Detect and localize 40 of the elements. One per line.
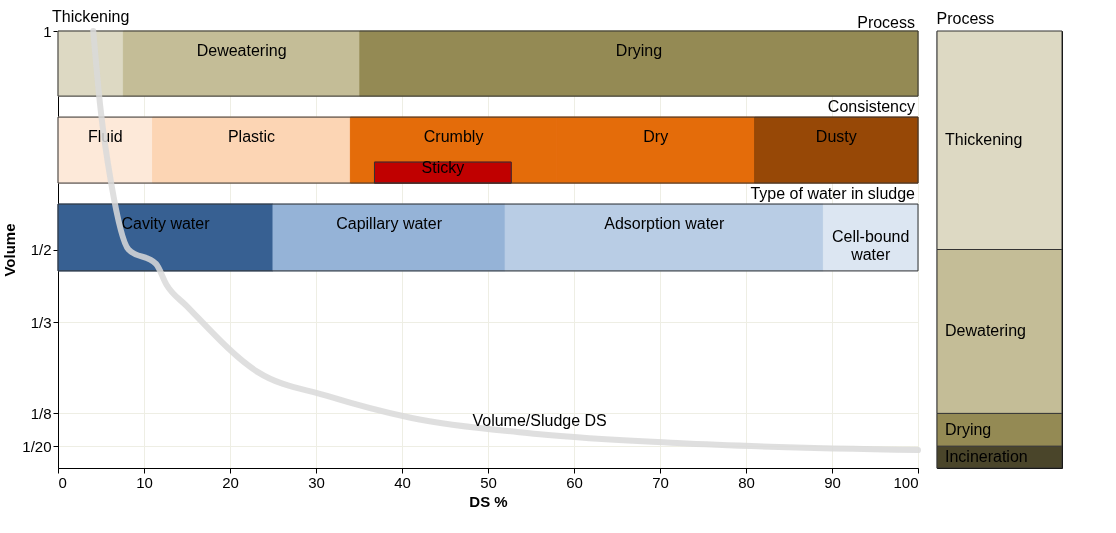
band-label: Dry [643, 127, 669, 145]
annotation: Volume/Sludge DS [472, 411, 607, 429]
x-tick-label: 20 [222, 473, 239, 491]
band-label: Thickening [51, 8, 130, 25]
x-tick-label: 90 [824, 473, 841, 491]
band-label: Dusty [815, 127, 857, 145]
annotation: Type of water in sludge [750, 184, 916, 202]
band-label: Sticky [421, 159, 465, 177]
x-axis-title: DS % [469, 492, 508, 510]
series-label: Drying [945, 420, 992, 438]
band-label: Fluid [87, 127, 123, 145]
y-tick-label: 1/2 [30, 241, 52, 258]
chart-title: Process [936, 9, 995, 27]
y-tick-label: 1/20 [22, 437, 52, 455]
band-label: Capillary water [336, 215, 443, 233]
x-tick-label: 70 [652, 473, 669, 491]
x-tick-label: 30 [308, 473, 325, 491]
x-tick-label: 80 [738, 473, 755, 491]
y-tick-label: 1/8 [30, 404, 52, 422]
series-label: Dewatering [945, 322, 1026, 340]
band-label: Drying [615, 41, 663, 59]
x-tick-label: 40 [394, 473, 411, 491]
band-label: Plastic [227, 127, 276, 145]
x-tick-label: 50 [480, 473, 497, 491]
y-tick-label: 1/3 [30, 313, 52, 331]
band-label: Cell-bound water [832, 228, 910, 264]
x-tick-label: 0 [58, 473, 67, 491]
x-tick-label: 100 [893, 473, 919, 491]
band-label: Crumbly [423, 127, 484, 145]
x-tick-label: 60 [566, 473, 583, 491]
band-label: Deweatering [196, 41, 287, 59]
band-label: Cavity water [121, 215, 211, 233]
annotation: Consistency [827, 97, 915, 115]
band-label: Adsorption water [604, 215, 725, 233]
y-tick-label: 1 [43, 22, 52, 40]
text: Process [857, 14, 915, 31]
x-tick-label: 10 [136, 473, 153, 491]
series-label: Incineration [945, 448, 1028, 466]
y-axis-title: Volume [1, 223, 19, 277]
series-label: Thickening [945, 131, 1023, 149]
